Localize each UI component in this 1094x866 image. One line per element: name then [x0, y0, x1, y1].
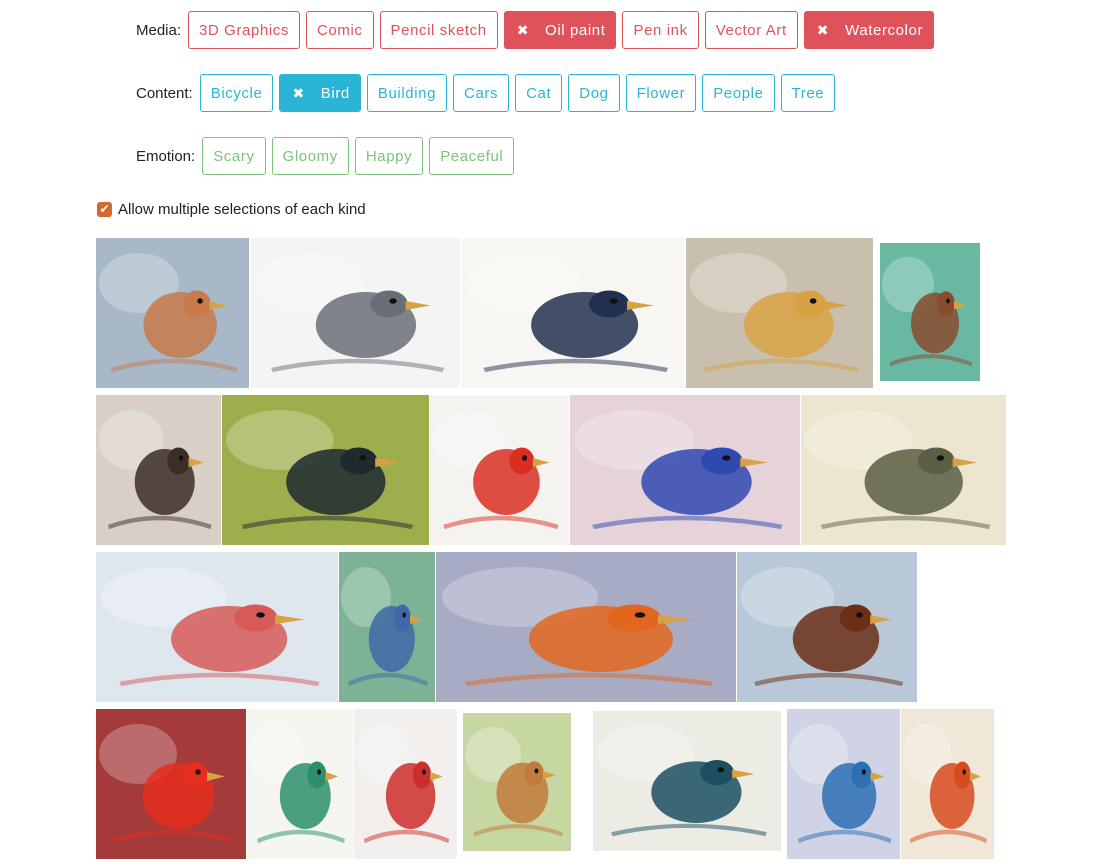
image-gallery: [96, 238, 1006, 866]
gallery-image[interactable]: [96, 709, 246, 859]
media-chip-3d-graphics[interactable]: 3D Graphics: [188, 11, 300, 49]
media-chip-pen-ink[interactable]: Pen ink: [622, 11, 698, 49]
gallery-image[interactable]: [462, 238, 685, 388]
media-filter-row: Media: 3D Graphics Comic Pencil sketch ✖…: [136, 11, 940, 49]
media-chip-watercolor[interactable]: ✖ Watercolor: [804, 11, 934, 49]
emotion-filter-label: Emotion:: [136, 148, 195, 165]
emotion-chip-gloomy[interactable]: Gloomy: [272, 137, 349, 175]
media-chip-pencil-sketch[interactable]: Pencil sketch: [380, 11, 498, 49]
emotion-chip-happy[interactable]: Happy: [355, 137, 423, 175]
content-chip-dog[interactable]: Dog: [568, 74, 619, 112]
gallery-image[interactable]: [251, 238, 460, 388]
gallery-image[interactable]: [96, 552, 338, 702]
multi-select-label: Allow multiple selections of each kind: [118, 201, 366, 218]
gallery-image[interactable]: [880, 243, 980, 381]
close-icon[interactable]: ✖: [517, 22, 529, 39]
gallery-row: [96, 552, 1006, 702]
gallery-image[interactable]: [901, 709, 994, 859]
gallery-image[interactable]: [430, 395, 569, 545]
content-filter-label: Content:: [136, 85, 193, 102]
content-chip-bird[interactable]: ✖ Bird: [279, 74, 360, 112]
content-chip-flower[interactable]: Flower: [626, 74, 697, 112]
gallery-image[interactable]: [801, 395, 1006, 545]
gallery-image[interactable]: [339, 552, 435, 702]
gallery-image[interactable]: [787, 709, 900, 859]
close-icon[interactable]: ✖: [817, 22, 829, 39]
multi-select-toggle[interactable]: ✔ Allow multiple selections of each kind: [97, 201, 366, 218]
content-chip-people[interactable]: People: [702, 74, 774, 112]
content-chip-bicycle[interactable]: Bicycle: [200, 74, 274, 112]
content-chip-cat[interactable]: Cat: [515, 74, 562, 112]
gallery-image[interactable]: [593, 711, 781, 851]
content-chip-tree[interactable]: Tree: [781, 74, 836, 112]
gallery-image[interactable]: [570, 395, 800, 545]
emotion-chip-peaceful[interactable]: Peaceful: [429, 137, 514, 175]
gallery-image[interactable]: [436, 552, 736, 702]
gallery-row: [96, 709, 1006, 859]
gallery-image[interactable]: [354, 709, 457, 859]
gallery-image[interactable]: [96, 395, 221, 545]
check-icon[interactable]: ✔: [97, 202, 112, 217]
gallery-image[interactable]: [222, 395, 429, 545]
gallery-image[interactable]: [737, 552, 917, 702]
media-chip-oil-paint[interactable]: ✖ Oil paint: [504, 11, 617, 49]
close-icon[interactable]: ✖: [292, 85, 304, 102]
gallery-row: [96, 395, 1006, 545]
gallery-image[interactable]: [463, 713, 571, 851]
media-filter-label: Media:: [136, 22, 181, 39]
media-chip-vector-art[interactable]: Vector Art: [705, 11, 798, 49]
media-chip-comic[interactable]: Comic: [306, 11, 374, 49]
gallery-image[interactable]: [96, 238, 249, 388]
content-chip-cars[interactable]: Cars: [453, 74, 509, 112]
gallery-row: [96, 238, 1006, 388]
emotion-chip-scary[interactable]: Scary: [202, 137, 265, 175]
emotion-filter-row: Emotion: Scary Gloomy Happy Peaceful: [136, 137, 940, 175]
content-chip-building[interactable]: Building: [367, 74, 447, 112]
content-filter-row: Content: Bicycle ✖ Bird Building Cars Cat…: [136, 74, 940, 112]
gallery-image[interactable]: [686, 238, 873, 388]
filter-panel: Media: 3D Graphics Comic Pencil sketch ✖…: [136, 11, 940, 200]
gallery-image[interactable]: [247, 709, 353, 859]
